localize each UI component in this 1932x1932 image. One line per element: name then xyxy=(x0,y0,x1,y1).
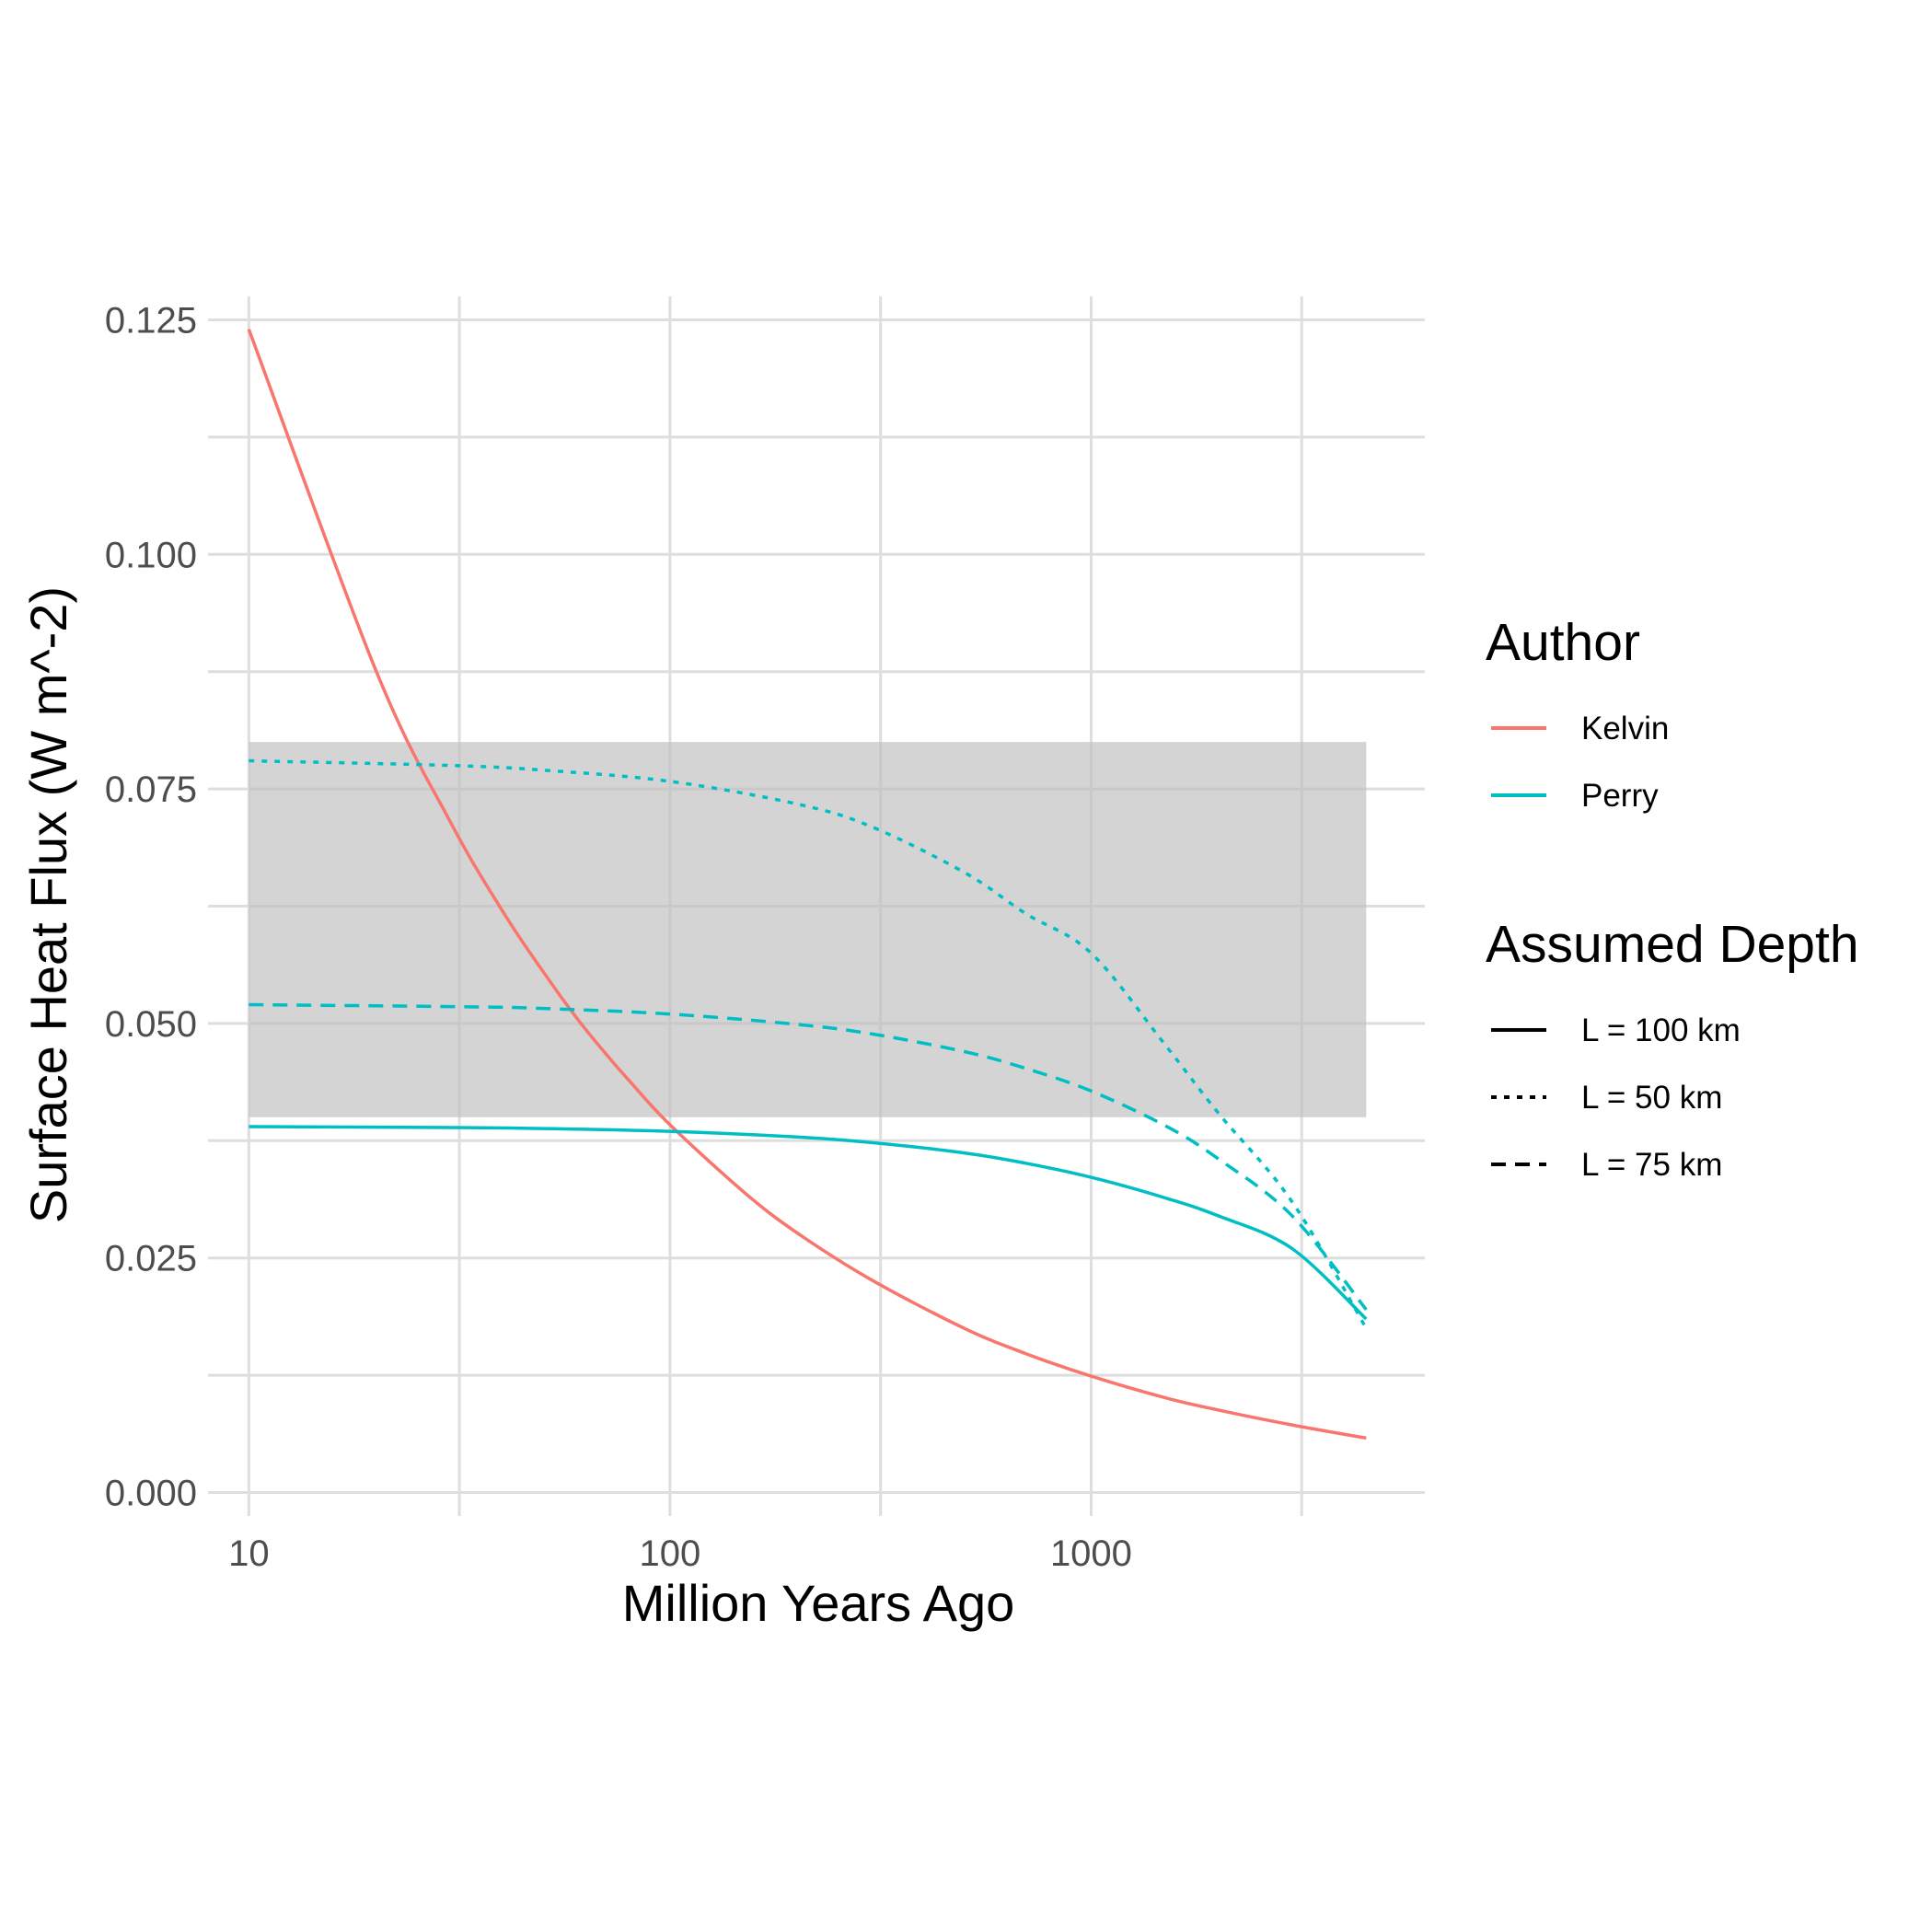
legend-title: Author xyxy=(1486,613,1640,672)
legend-label: L = 75 km xyxy=(1581,1147,1722,1183)
y-tick-label: 0.100 xyxy=(105,535,197,575)
legend-label: L = 50 km xyxy=(1581,1080,1722,1116)
series-line-perry-dashed xyxy=(249,1002,1368,1311)
legend-label: Perry xyxy=(1581,778,1659,814)
legend-title: Assumed Depth xyxy=(1486,915,1859,974)
series-layer xyxy=(247,329,1368,1440)
y-tick-label: 0.050 xyxy=(105,1004,197,1045)
series-line-kelvin-solid xyxy=(247,329,1367,1440)
x-axis-title: Million Years Ago xyxy=(622,1574,1015,1632)
y-tick-label: 0.075 xyxy=(105,769,197,810)
y-tick-label: 0.025 xyxy=(105,1239,197,1279)
y-axis-title: Surface Heat Flux (W m^-2) xyxy=(19,586,77,1223)
legend-label: L = 100 km xyxy=(1581,1012,1741,1048)
legend-label: Kelvin xyxy=(1581,711,1669,746)
legend: Author Kelvin Perry Assumed Depth L = 100 km… xyxy=(1486,613,1859,1183)
legend-group-author: Author Kelvin Perry xyxy=(1486,613,1669,814)
x-tick-label: 100 xyxy=(640,1533,701,1574)
x-tick-label: 1000 xyxy=(1050,1533,1132,1574)
y-tick-label: 0.125 xyxy=(105,300,197,341)
legend-group-assumed-depth: Assumed Depth L = 100 km L = 50 km L = 75 k… xyxy=(1486,915,1859,1183)
shaded-band-layer xyxy=(249,742,1367,1117)
series-line-perry-dotted xyxy=(249,758,1368,1330)
y-tick-label: 0.000 xyxy=(105,1474,197,1514)
tick-labels: 0.000 0.025 0.050 0.075 0.100 0.125 10 100 1000 xyxy=(105,300,1132,1574)
shaded-band xyxy=(249,742,1367,1117)
series-line-perry-solid xyxy=(249,1125,1368,1321)
x-tick-label: 10 xyxy=(228,1533,270,1574)
